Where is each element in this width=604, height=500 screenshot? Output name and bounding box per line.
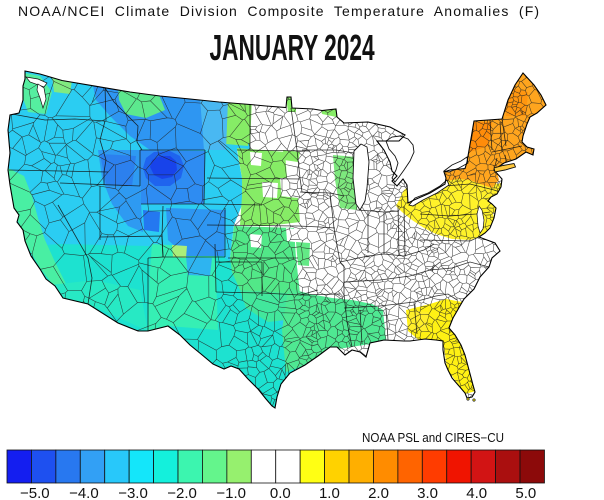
svg-text:−5.0: −5.0 (20, 485, 50, 500)
svg-text:2.0: 2.0 (368, 485, 389, 500)
svg-text:0.0: 0.0 (270, 485, 291, 500)
svg-text:−2.0: −2.0 (167, 485, 197, 500)
svg-text:−3.0: −3.0 (118, 485, 148, 500)
svg-text:−4.0: −4.0 (69, 485, 99, 500)
svg-text:5.0: 5.0 (515, 485, 536, 500)
svg-text:4.0: 4.0 (466, 485, 487, 500)
svg-text:1.0: 1.0 (319, 485, 340, 500)
svg-text:−1.0: −1.0 (216, 485, 246, 500)
svg-text:3.0: 3.0 (417, 485, 438, 500)
